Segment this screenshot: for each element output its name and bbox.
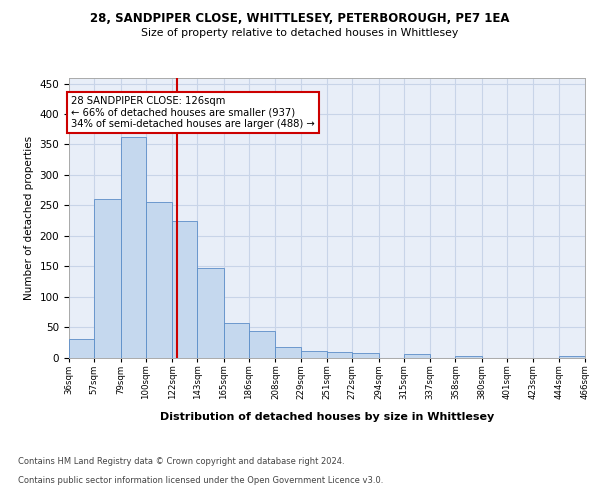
Bar (455, 356, 482, 358)
Bar (146, 202, 172, 358)
Bar (301, 351, 327, 358)
Text: 28 SANDPIPER CLOSE: 126sqm
← 66% of detached houses are smaller (937)
34% of sem: 28 SANDPIPER CLOSE: 126sqm ← 66% of deta… (71, 96, 315, 129)
Bar (94, 199, 121, 358)
Bar (275, 347, 301, 358)
Bar (69, 339, 94, 357)
Bar (197, 268, 224, 358)
Text: Size of property relative to detached houses in Whittlesey: Size of property relative to detached ho… (142, 28, 458, 38)
Bar (352, 352, 379, 358)
Bar (327, 352, 352, 358)
Bar (224, 323, 249, 358)
Text: Contains HM Land Registry data © Crown copyright and database right 2024.: Contains HM Land Registry data © Crown c… (18, 458, 344, 466)
Text: Distribution of detached houses by size in Whittlesey: Distribution of detached houses by size … (160, 412, 494, 422)
Bar (404, 354, 430, 358)
Y-axis label: Number of detached properties: Number of detached properties (24, 136, 34, 300)
Text: Contains public sector information licensed under the Open Government Licence v3: Contains public sector information licen… (18, 476, 383, 485)
Bar (249, 330, 275, 357)
Bar (121, 136, 146, 358)
Text: 28, SANDPIPER CLOSE, WHITTLESEY, PETERBOROUGH, PE7 1EA: 28, SANDPIPER CLOSE, WHITTLESEY, PETERBO… (90, 12, 510, 26)
Bar (172, 221, 197, 358)
Bar (559, 356, 585, 358)
